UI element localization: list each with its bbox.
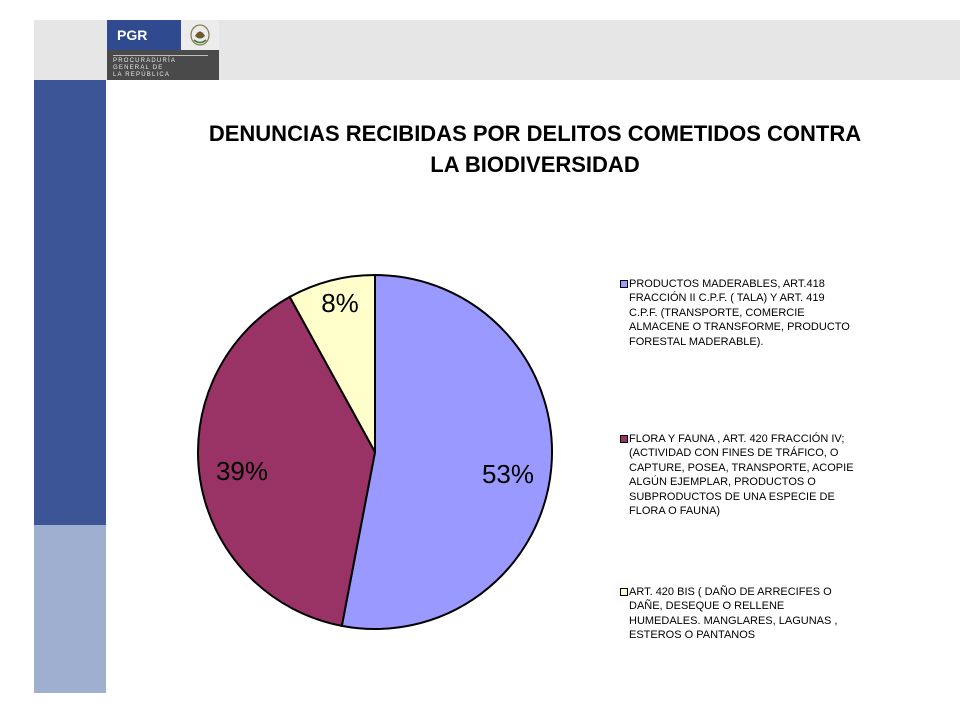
title-line-2: LA BIODIVERSIDAD (430, 152, 640, 177)
logo-abbr: PGR (107, 20, 181, 50)
pie-slice-1 (340, 273, 553, 630)
logo-subtitle: PROCURADURÍA GENERAL DE LA REPÚBLICA (113, 58, 177, 78)
title-line-1: DENUNCIAS RECIBIDAS POR DELITOS COMETIDO… (208, 121, 862, 146)
legend-swatch-2 (620, 435, 628, 443)
pie-data-label-1: 53% (482, 459, 534, 489)
pgr-logo: PGR PROCURADURÍA GENERAL DE LA REPÚBLICA (107, 20, 219, 80)
seal-icon (181, 20, 219, 50)
legend-item-1: PRODUCTOS MADERABLES, ART.418 FRACCIÓN I… (620, 277, 900, 349)
pie-chart: 53% 39% 8% (197, 273, 553, 630)
left-accent-bar-dark (34, 80, 106, 525)
left-accent-bar-light (34, 525, 106, 693)
pie-slice-3 (288, 273, 376, 453)
logo-divider (113, 55, 208, 56)
legend-item-2: FLORA Y FAUNA , ART. 420 FRACCIÓN IV; (A… (620, 432, 900, 518)
legend-label-2: FLORA Y FAUNA , ART. 420 FRACCIÓN IV; (A… (629, 433, 854, 518)
legend-item-3: ART. 420 BIS ( DAÑO DE ARRECIFES O DAÑE,… (620, 585, 900, 643)
legend-label-3: ART. 420 BIS ( DAÑO DE ARRECIFES O DAÑE,… (629, 586, 838, 642)
legend-label-1: PRODUCTOS MADERABLES, ART.418 FRACCIÓN I… (629, 278, 850, 348)
legend-swatch-3 (620, 588, 628, 596)
pie-data-label-3: 8% (321, 288, 359, 318)
legend-swatch-1 (620, 280, 628, 288)
pie-slice-2 (197, 295, 377, 628)
pie-data-label-2: 39% (216, 456, 268, 486)
page-title: DENUNCIAS RECIBIDAS POR DELITOS COMETIDO… (120, 118, 950, 180)
